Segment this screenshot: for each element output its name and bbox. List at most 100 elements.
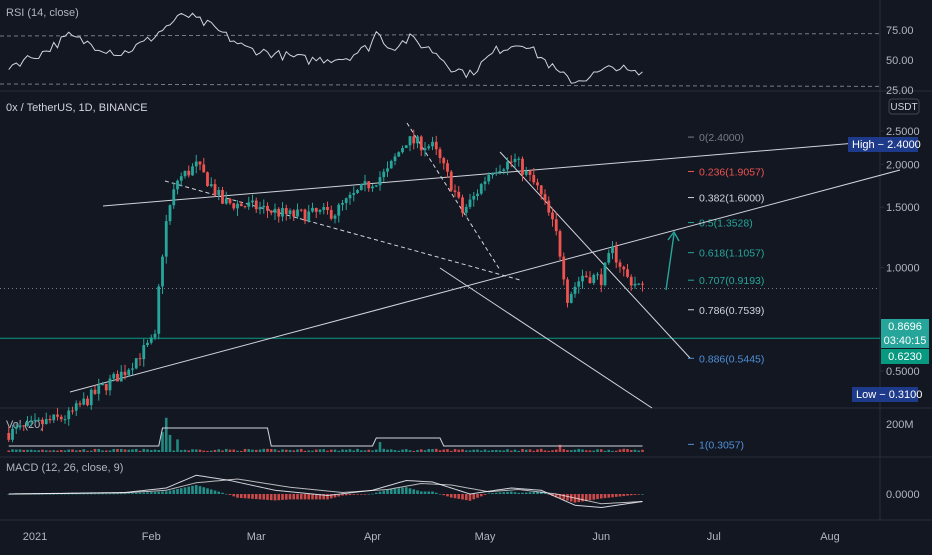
candle-body <box>142 345 146 360</box>
candle-body <box>491 172 494 175</box>
volume-bar <box>116 448 119 452</box>
macd-histogram-bar <box>176 488 179 494</box>
macd-histogram-bar <box>363 494 367 495</box>
candle-body <box>562 256 566 280</box>
macd-histogram-bar <box>281 494 284 500</box>
macd-histogram-bar <box>209 489 213 494</box>
candle-body <box>112 373 116 379</box>
macd-histogram-bar <box>528 492 532 494</box>
low-badge: Low − 0.3100 <box>852 387 922 402</box>
candle-body <box>566 279 569 303</box>
candle-body <box>464 206 468 213</box>
candle-body <box>389 161 393 169</box>
volume-bar <box>607 449 611 452</box>
candle-body <box>52 414 56 421</box>
macd-histogram-bar <box>123 493 127 495</box>
macd-histogram-bar <box>97 493 101 495</box>
fib-level-label: 0.5(1.3528) <box>699 218 753 230</box>
candle-body <box>63 419 67 421</box>
candle-body <box>558 231 562 257</box>
candle-body <box>633 283 637 286</box>
low-badge-text: Low − 0.3100 <box>856 389 922 401</box>
macd-histogram-bar <box>641 494 644 495</box>
macd-histogram-bar <box>483 494 487 495</box>
volume-bar <box>33 450 37 452</box>
volume-bar <box>584 450 588 452</box>
macd-histogram-bar <box>344 494 348 496</box>
candle-body <box>127 369 131 376</box>
dashed-trendline[interactable] <box>164 180 521 281</box>
falling-wedge-lower[interactable] <box>439 267 653 409</box>
fib-level-label: 0(2.4000) <box>699 132 744 144</box>
currency-button[interactable] <box>888 98 920 115</box>
falling-wedge-upper[interactable] <box>499 151 691 359</box>
candle-body <box>581 275 584 282</box>
candle-body <box>401 148 404 153</box>
volume-bar <box>599 449 603 452</box>
fibonacci-retracement[interactable]: 0(2.4000) 0.236(1.9057) 0.382(1.6000) 0.5(1… <box>688 132 764 451</box>
volume-bar <box>29 449 33 452</box>
fib-ratio: 0.886 <box>699 353 725 365</box>
candle-body <box>363 181 367 184</box>
candle-body <box>547 200 551 213</box>
volume-bar <box>232 449 236 452</box>
candle-body <box>337 204 341 216</box>
candle-body <box>239 203 243 207</box>
high-badge-text: High − 2.4000 <box>852 139 921 151</box>
lower-channel-line[interactable] <box>69 169 901 393</box>
candle-body <box>134 358 138 369</box>
candle-body <box>543 194 547 201</box>
fib-price: 1.6000 <box>729 193 761 205</box>
candle-body <box>341 202 344 205</box>
volume-bar <box>431 449 434 452</box>
candle-body <box>266 205 269 211</box>
candle-body <box>74 403 78 411</box>
volume-bar <box>56 450 59 452</box>
candle-body <box>172 189 176 206</box>
volume-bar <box>224 448 228 452</box>
macd-histogram-bar <box>581 494 584 502</box>
candle-body <box>209 184 213 187</box>
macd-histogram-bar <box>442 494 446 496</box>
volume-bar <box>262 448 266 452</box>
x-axis-tick-label: Mar <box>247 531 266 543</box>
volume-bar <box>566 450 569 452</box>
macd-histogram-bar <box>622 494 626 497</box>
candle-body <box>423 148 427 151</box>
macd-histogram-bar <box>524 492 528 494</box>
candle-body <box>14 427 18 429</box>
projection-arrow[interactable] <box>665 233 675 291</box>
candle-body <box>7 432 11 440</box>
macd-histogram-bar <box>464 494 468 501</box>
macd-histogram-bar <box>153 491 157 494</box>
rsi-tick-label: 25.00 <box>886 85 914 97</box>
fib-price: 0.5445 <box>729 353 761 365</box>
candlestick-series <box>7 129 644 443</box>
candle-body <box>247 202 251 207</box>
volume-bar <box>307 450 311 452</box>
volume-bar <box>371 450 374 452</box>
volume-bar <box>217 449 221 452</box>
macd-histogram-bar <box>348 494 352 496</box>
volume-bar <box>157 450 161 452</box>
macd-histogram-bar <box>468 494 472 501</box>
candle-body <box>536 182 539 186</box>
candle-body <box>588 277 592 284</box>
candle-body <box>41 419 44 425</box>
candle-body <box>48 419 52 421</box>
macd-histogram-bar <box>326 494 329 500</box>
volume-bar <box>329 449 333 452</box>
volume-bar <box>284 449 288 452</box>
volume-bar <box>416 449 419 452</box>
arrow-head-icon <box>667 230 680 242</box>
volume-bar <box>314 449 318 452</box>
symbol-label[interactable]: 0x / TetherUS, 1D, BINANCE <box>6 102 148 114</box>
volume-bar <box>251 449 254 452</box>
candle-body <box>404 145 408 149</box>
fib-level-label: 0.236(1.9057) <box>699 166 764 178</box>
volume-bar <box>367 449 371 452</box>
macd-histogram-bar <box>629 494 633 496</box>
volume-bar <box>386 449 389 452</box>
trendlines[interactable] <box>69 122 901 409</box>
